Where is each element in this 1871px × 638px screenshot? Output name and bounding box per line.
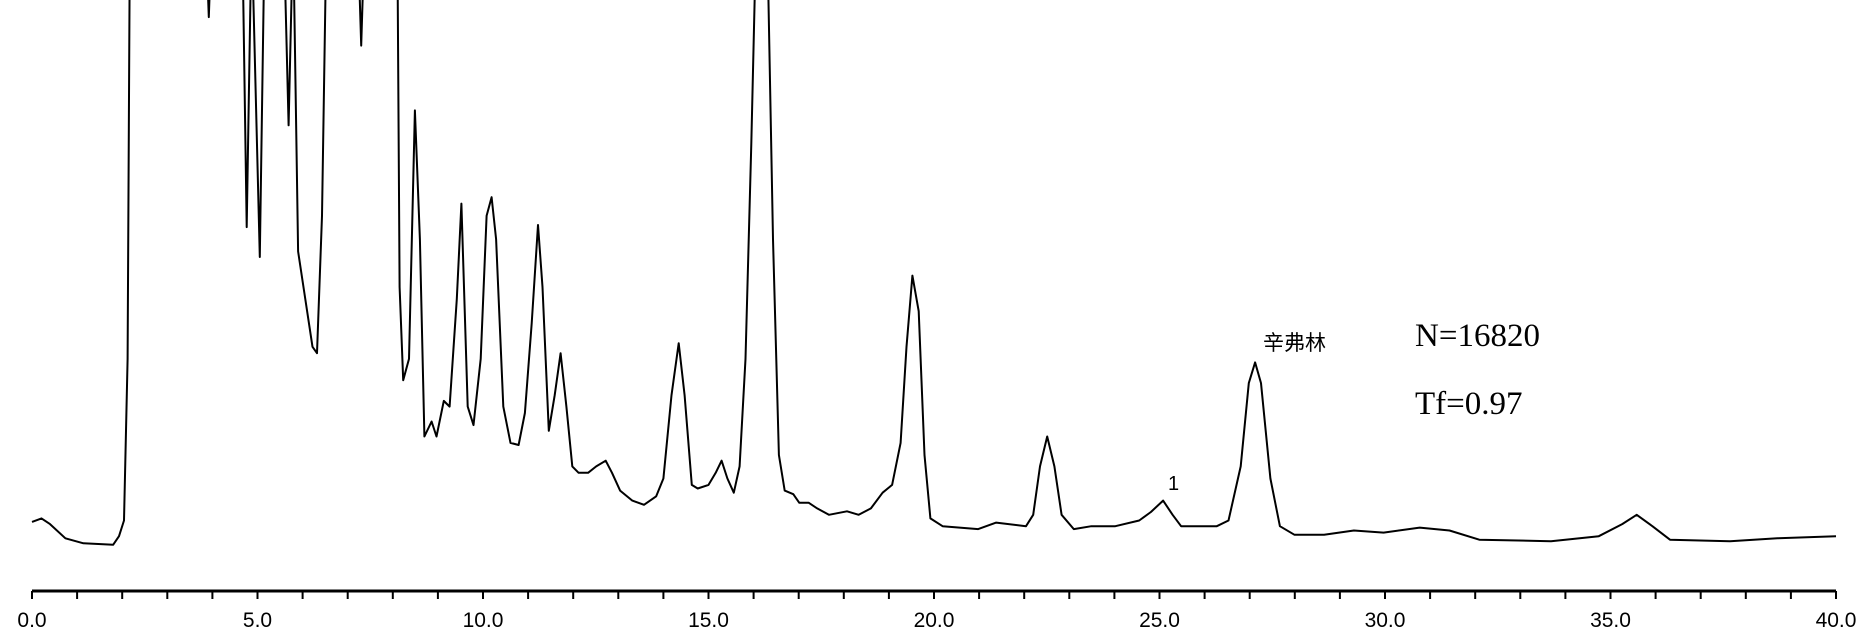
x-tick-label: 5.0 [243,609,272,632]
x-tick-label: 35.0 [1590,609,1631,632]
x-tick-label: 20.0 [914,609,955,632]
chromatogram-trace [31,0,1837,546]
plate-number-text: N=16820 [1415,318,1540,354]
x-tick-label: 40.0 [1816,609,1857,632]
tailing-factor-text: Tf=0.97 [1415,386,1523,422]
x-tick-label: 15.0 [688,609,729,632]
peak-label-synephrine: 辛弗林 [1263,331,1326,355]
x-tick-label: 30.0 [1365,609,1406,632]
peak-label-1: 1 [1168,473,1179,495]
x-tick-label: 10.0 [463,609,504,632]
x-tick-label: 0.0 [17,609,46,632]
x-tick-label: 25.0 [1139,609,1180,632]
